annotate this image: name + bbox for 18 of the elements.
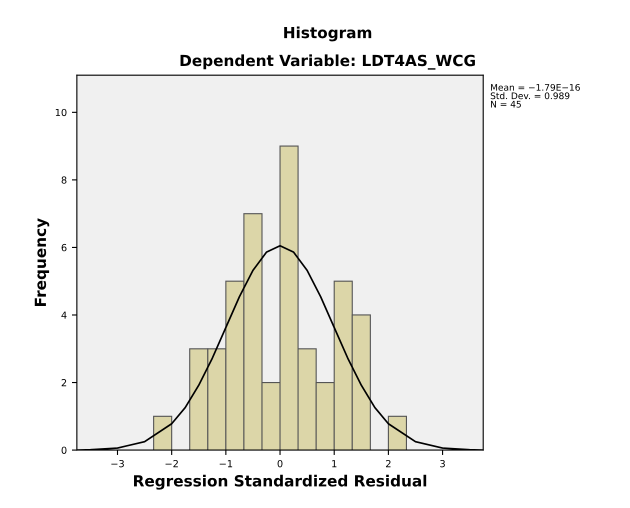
x-tick-label: 2 xyxy=(386,460,391,468)
chart-title: Histogram xyxy=(284,26,372,42)
y-tick-label: 0 xyxy=(62,446,66,454)
y-tick-label: 8 xyxy=(62,176,66,184)
y-axis-title: Frequency xyxy=(34,218,50,306)
x-tick-label: −2 xyxy=(166,460,178,468)
x-tick-label: 3 xyxy=(440,460,445,468)
y-tick-label: 10 xyxy=(56,108,66,116)
y-tick-label: 6 xyxy=(62,244,67,252)
y-tick-label: 2 xyxy=(62,379,66,386)
x-tick-label: −1 xyxy=(220,460,232,468)
x-tick-label: −3 xyxy=(111,460,124,468)
x-axis-title: Regression Standardized Residual xyxy=(134,474,426,490)
chart-subtitle: Dependent Variable: LDT4AS_WCG xyxy=(180,54,475,70)
text: Mean = −1.79E−16 Std. Dev. = 0.989 N = 45 xyxy=(490,84,580,108)
x-tick-label: 0 xyxy=(278,460,282,468)
x-tick-label: 1 xyxy=(332,460,336,468)
y-tick-label: 4 xyxy=(61,312,67,319)
